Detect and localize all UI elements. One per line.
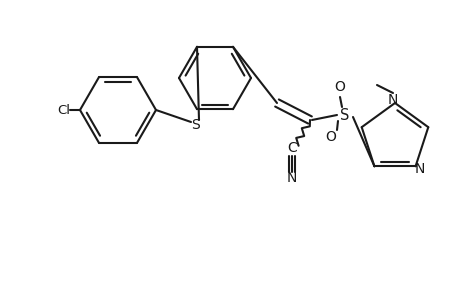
Text: N: N — [286, 171, 297, 185]
Text: Cl: Cl — [57, 103, 70, 116]
Text: N: N — [414, 162, 424, 176]
Text: S: S — [191, 118, 200, 132]
Text: C: C — [286, 141, 296, 155]
Text: S: S — [340, 107, 349, 122]
Text: O: O — [334, 80, 345, 94]
Text: O: O — [325, 130, 336, 144]
Text: N: N — [387, 93, 397, 107]
